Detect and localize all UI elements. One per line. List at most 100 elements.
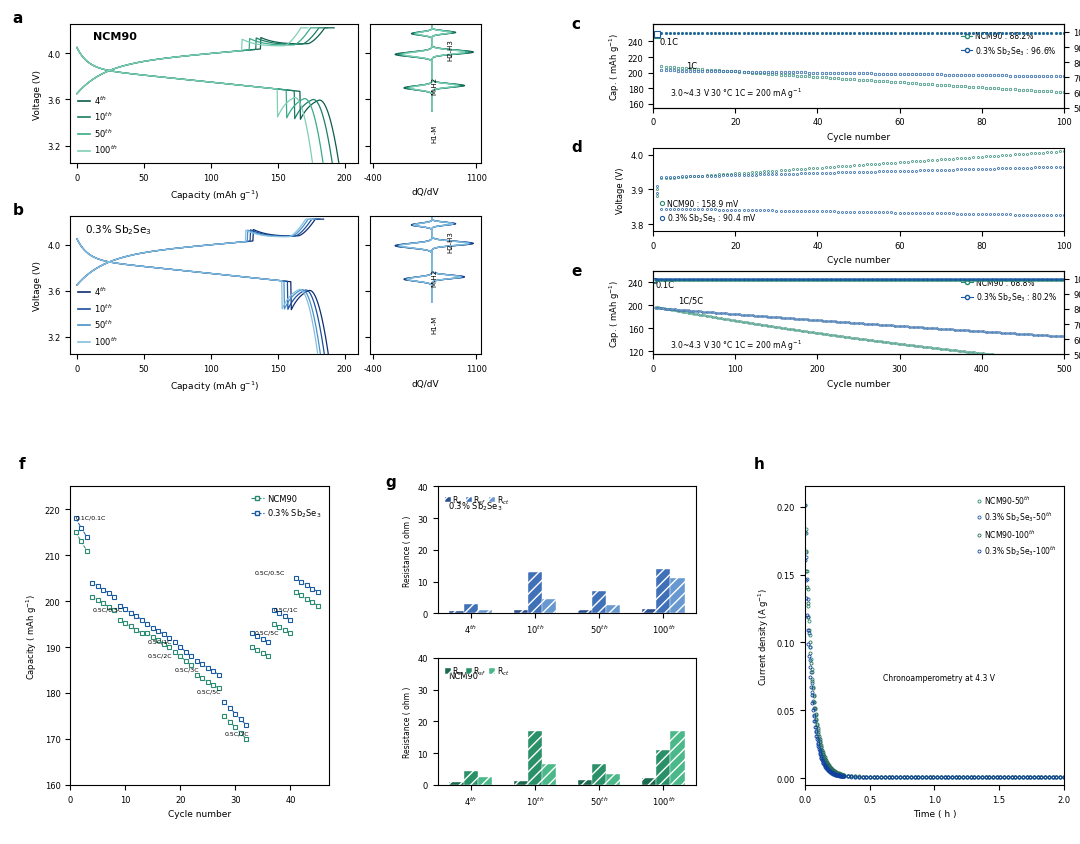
Line: 0.3% Sb$_2$Se$_3$-50$^{th}$: 0.3% Sb$_2$Se$_3$-50$^{th}$: [804, 504, 1065, 778]
X-axis label: Cycle number: Cycle number: [827, 379, 890, 388]
NCM90-50$^{th}$: [814, 742, 827, 752]
Bar: [643, 778, 657, 785]
0.3% Sb$_2$Se$_3$-50$^{th}$: [875, 771, 888, 782]
Legend: NCM90 : 68.8%, 0.3% Sb$_2$Se$_3$ : 80.2%: NCM90 : 68.8%, 0.3% Sb$_2$Se$_3$ : 80.2%: [958, 275, 1059, 307]
0.3% Sb$_2$Se$_3$-100$^{th}$: [994, 771, 1007, 782]
0.3% Sb$_2$Se$_3$-100$^{th}$: [798, 555, 811, 565]
Text: 0.5C/1C: 0.5C/1C: [147, 639, 172, 644]
Bar: [463, 771, 477, 785]
X-axis label: Cycle number: Cycle number: [827, 133, 890, 142]
Y-axis label: Cap. ( mAh g$^{-1}$): Cap. ( mAh g$^{-1}$): [608, 279, 622, 348]
Bar: [542, 599, 556, 614]
Y-axis label: Resistance ( ohm ): Resistance ( ohm ): [403, 686, 411, 757]
Bar: [606, 774, 620, 785]
0.3% Sb$_2$Se$_3$-100$^{th}$: [939, 771, 951, 782]
NCM90-50$^{th}$: [939, 771, 951, 782]
Bar: [578, 780, 592, 785]
NCM90-100$^{th}$: [972, 771, 985, 782]
Y-axis label: Voltage (V): Voltage (V): [32, 261, 41, 311]
Y-axis label: Current density (A g$^{-1}$): Current density (A g$^{-1}$): [757, 587, 771, 685]
Bar: [514, 610, 528, 614]
NCM90-50$^{th}$: [798, 500, 811, 511]
Legend: 4$^{th}$, 10$^{th}$, 50$^{th}$, 100$^{th}$: 4$^{th}$, 10$^{th}$, 50$^{th}$, 100$^{th…: [75, 282, 121, 351]
0.3% Sb$_2$Se$_3$-100$^{th}$: [823, 766, 836, 776]
Text: 0.5C/2C: 0.5C/2C: [147, 652, 172, 657]
Text: 0.5C/5C: 0.5C/5C: [197, 690, 221, 694]
Line: NCM90-50$^{th}$: NCM90-50$^{th}$: [804, 504, 1065, 778]
0.3% Sb$_2$Se$_3$-100$^{th}$: [972, 771, 985, 782]
NCM90-50$^{th}$: [972, 771, 985, 782]
X-axis label: Cycle number: Cycle number: [827, 256, 890, 265]
Line: NCM90-100$^{th}$: NCM90-100$^{th}$: [804, 531, 1065, 778]
Bar: [514, 781, 528, 785]
Text: M-H2: M-H2: [431, 77, 437, 95]
Bar: [477, 610, 491, 614]
Text: g: g: [386, 474, 396, 489]
Bar: [657, 569, 671, 614]
Bar: [449, 611, 463, 614]
Text: 0.5C/3C: 0.5C/3C: [175, 666, 200, 671]
Bar: [606, 606, 620, 614]
NCM90-100$^{th}$: [994, 771, 1007, 782]
Bar: [657, 750, 671, 785]
Text: 1C/5C: 1C/5C: [678, 296, 703, 306]
Text: 0.3% Sb$_2$Se$_3$: 0.3% Sb$_2$Se$_3$: [448, 500, 502, 512]
0.3% Sb$_2$Se$_3$-100$^{th}$: [814, 751, 827, 761]
Bar: [671, 731, 685, 785]
Text: d: d: [571, 140, 582, 155]
NCM90-100$^{th}$: [814, 740, 827, 750]
Text: 0.5C/0.5C: 0.5C/0.5C: [255, 570, 285, 575]
Text: 0.5C/7C: 0.5C/7C: [225, 730, 249, 735]
NCM90-50$^{th}$: [1057, 771, 1070, 782]
Bar: [449, 782, 463, 785]
Text: a: a: [13, 12, 23, 26]
0.3% Sb$_2$Se$_3$-50$^{th}$: [994, 771, 1007, 782]
Y-axis label: Capacity ( mAh g$^{-1}$): Capacity ( mAh g$^{-1}$): [25, 593, 39, 679]
0.3% Sb$_2$Se$_3$-50$^{th}$: [814, 750, 827, 760]
Text: h: h: [754, 457, 765, 472]
Text: M-H2: M-H2: [431, 268, 437, 286]
Bar: [528, 731, 542, 785]
X-axis label: Time ( h ): Time ( h ): [913, 809, 956, 818]
Text: NCM90: NCM90: [448, 671, 478, 679]
X-axis label: Capacity (mAh g$^{-1}$): Capacity (mAh g$^{-1}$): [170, 188, 259, 203]
0.3% Sb$_2$Se$_3$-50$^{th}$: [1054, 771, 1067, 782]
Legend: R$_e$, R$_{sf}$, R$_{ct}$: R$_e$, R$_{sf}$, R$_{ct}$: [442, 490, 512, 509]
Bar: [463, 604, 477, 614]
Bar: [542, 765, 556, 785]
Text: 0.5C/5C: 0.5C/5C: [255, 630, 279, 635]
NCM90-100$^{th}$: [875, 771, 888, 782]
Legend: 4$^{th}$, 10$^{th}$, 50$^{th}$, 100$^{th}$: 4$^{th}$, 10$^{th}$, 50$^{th}$, 100$^{th…: [75, 91, 121, 160]
Text: 0.1C: 0.1C: [660, 38, 678, 46]
X-axis label: Capacity (mAh g$^{-1}$): Capacity (mAh g$^{-1}$): [170, 379, 259, 393]
0.3% Sb$_2$Se$_3$-50$^{th}$: [823, 766, 836, 776]
Legend: R$_e$, R$_{sf}$, R$_{ct}$: R$_e$, R$_{sf}$, R$_{ct}$: [442, 662, 512, 680]
Bar: [592, 765, 606, 785]
Text: c: c: [571, 17, 580, 32]
Text: 0.5C/0.5C: 0.5C/0.5C: [92, 607, 123, 612]
0.3% Sb$_2$Se$_3$-100$^{th}$: [1057, 771, 1070, 782]
0.3% Sb$_2$Se$_3$-50$^{th}$: [939, 771, 951, 782]
Text: 0.1C: 0.1C: [656, 280, 675, 289]
Text: H1-M: H1-M: [431, 124, 437, 143]
Y-axis label: Voltage (V): Voltage (V): [32, 69, 41, 120]
Text: b: b: [13, 203, 24, 218]
Text: 0.3% Sb$_2$Se$_3$: 0.3% Sb$_2$Se$_3$: [84, 224, 151, 237]
Y-axis label: Resistance ( ohm ): Resistance ( ohm ): [403, 515, 411, 586]
Text: f: f: [18, 457, 25, 472]
Y-axis label: Voltage (V): Voltage (V): [616, 167, 624, 214]
NCM90-100$^{th}$: [823, 761, 836, 771]
0.3% Sb$_2$Se$_3$-100$^{th}$: [875, 771, 888, 782]
NCM90-100$^{th}$: [798, 528, 811, 538]
X-axis label: dQ/dV: dQ/dV: [411, 379, 440, 388]
Bar: [528, 572, 542, 614]
Line: 0.3% Sb$_2$Se$_3$-100$^{th}$: 0.3% Sb$_2$Se$_3$-100$^{th}$: [804, 559, 1065, 778]
Text: H2-H3: H2-H3: [447, 230, 454, 252]
Legend: NCM90, 0.3% Sb$_2$Se$_3$: NCM90, 0.3% Sb$_2$Se$_3$: [247, 491, 325, 523]
Legend: NCM90 : 88.2%, 0.3% Sb$_2$Se$_3$ : 96.6%: NCM90 : 88.2%, 0.3% Sb$_2$Se$_3$ : 96.6%: [958, 30, 1059, 61]
0.3% Sb$_2$Se$_3$-50$^{th}$: [972, 771, 985, 782]
Legend: NCM90-50$^{th}$, 0.3% Sb$_2$Se$_3$-50$^{th}$, NCM90-100$^{th}$, 0.3% Sb$_2$Se$_3: NCM90-50$^{th}$, 0.3% Sb$_2$Se$_3$-50$^{…: [972, 490, 1059, 560]
Text: 1C: 1C: [686, 62, 698, 71]
Text: NCM90: NCM90: [93, 32, 137, 42]
0.3% Sb$_2$Se$_3$-50$^{th}$: [798, 500, 811, 511]
